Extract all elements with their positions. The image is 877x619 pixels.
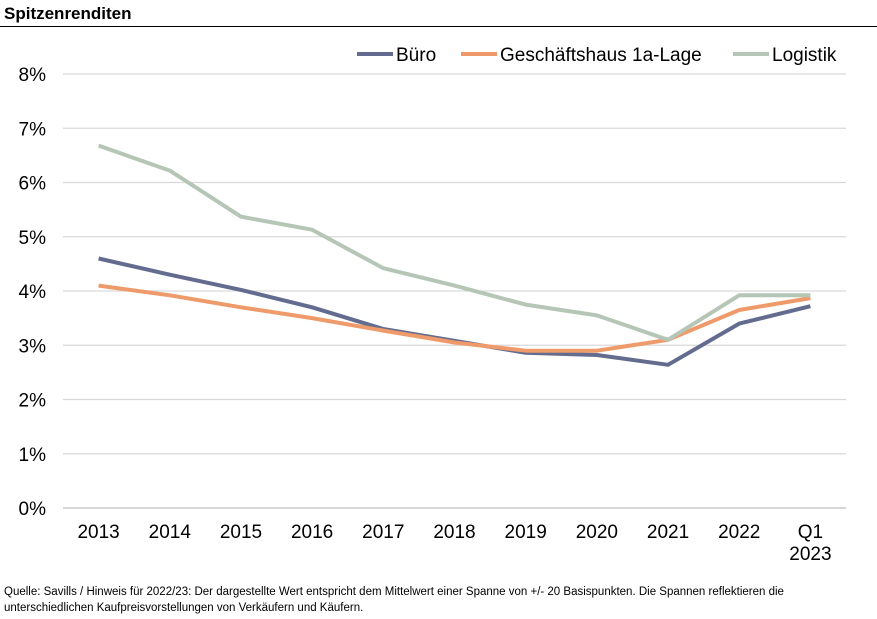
line-chart: 0%1%2%3%4%5%6%7%8% 2013 2014 2015 2016 2017 2…: [19, 45, 846, 565]
legend: Büro Geschäftshaus 1a-Lage Logistik: [357, 45, 837, 66]
y-tick-label: 2%: [19, 391, 47, 412]
series-line-1: [98, 283, 811, 353]
x-tick-label: 2016: [291, 522, 333, 543]
x-tick-label: 2020: [576, 522, 618, 543]
y-tick-label: 7%: [19, 119, 47, 140]
source-note: Quelle: Savills / Hinweis für 2022/23: D…: [4, 586, 784, 614]
y-tick-label: 3%: [19, 336, 47, 357]
chart-title: Spitzenrenditen: [4, 4, 132, 23]
x-tick-label: 2021: [647, 522, 689, 543]
gridlines: [63, 73, 846, 509]
series-line-2: [97, 143, 811, 342]
legend-label: Büro: [396, 45, 436, 66]
x-tick-label: 2013: [77, 522, 119, 543]
x-tick-label: Q1 2023: [789, 522, 831, 565]
y-tick-label: 1%: [19, 445, 47, 466]
series-line-0: [98, 256, 811, 367]
legend-label: Geschäftshaus 1a-Lage: [500, 45, 702, 66]
title-rule: [0, 26, 877, 27]
y-tick-label: 0%: [19, 499, 47, 520]
x-tick-label: 2018: [433, 522, 475, 543]
y-tick-label: 6%: [19, 174, 47, 195]
y-tick-label: 5%: [19, 228, 47, 249]
legend-label: Logistik: [772, 45, 837, 66]
x-tick-label: 2017: [362, 522, 404, 543]
x-tick-label: 2015: [220, 522, 262, 543]
x-tick-label: 2014: [149, 522, 192, 543]
y-tick-label: 4%: [19, 282, 47, 303]
y-tick-label: 8%: [19, 65, 47, 86]
x-axis-ticks: 2013 2014 2015 2016 2017 2018 2019 2020 2021 2022…: [77, 522, 831, 565]
y-axis-ticks: 0% 1% 2% 3% 4% 5% 6% 7% 8%: [19, 65, 47, 520]
x-tick-label: 2022: [718, 522, 760, 543]
series-lines: [97, 143, 811, 367]
x-tick-label: 2019: [505, 522, 547, 543]
